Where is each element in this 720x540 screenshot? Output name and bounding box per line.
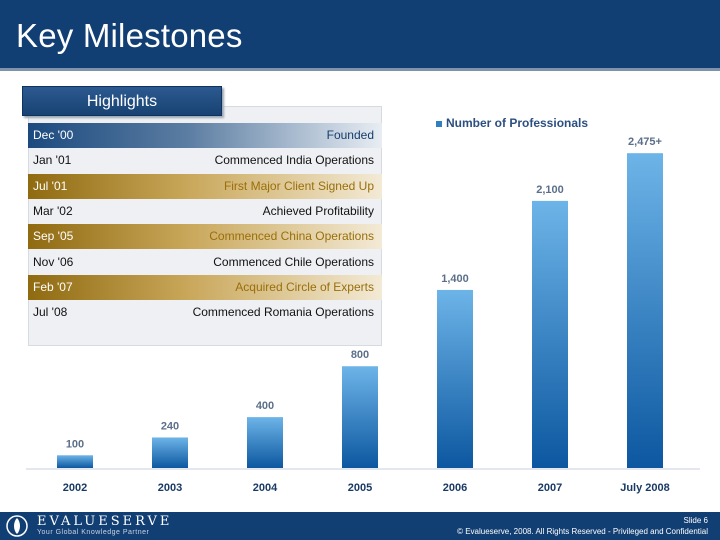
x-tick-label: 2006 bbox=[443, 482, 467, 494]
legend-swatch bbox=[436, 120, 442, 127]
milestone-date: Nov '06 bbox=[33, 254, 74, 269]
chart-legend: Number of Professionals bbox=[436, 116, 588, 130]
evalueserve-logo-icon bbox=[6, 515, 28, 537]
milestone-date: Jul '01 bbox=[33, 178, 68, 193]
data-label: 800 bbox=[351, 349, 369, 361]
milestone-event: Commenced Romania Operations bbox=[192, 305, 374, 320]
milestone-date: Mar '02 bbox=[33, 203, 73, 218]
milestone-row: Jul '01 First Major Client Signed Up bbox=[28, 173, 382, 199]
milestone-event: Commenced Chile Operations bbox=[213, 254, 374, 269]
data-label: 100 bbox=[66, 438, 84, 450]
data-label: 1,400 bbox=[441, 273, 469, 285]
copyright-notice: © Evalueserve, 2008. All Rights Reserved… bbox=[457, 527, 708, 536]
milestone-row: Nov '06 Commenced Chile Operations bbox=[28, 250, 382, 275]
bar bbox=[342, 366, 378, 468]
milestone-row: Jul '08 Commenced Romania Operations bbox=[28, 300, 382, 325]
x-tick-label: July 2008 bbox=[620, 482, 670, 494]
milestone-date: Dec '00 bbox=[33, 128, 74, 142]
highlights-header: Highlights bbox=[22, 86, 222, 116]
brand-tagline: Your Global Knowledge Partner bbox=[37, 529, 150, 536]
milestone-event: Founded bbox=[326, 128, 374, 142]
milestone-date: Jan '01 bbox=[33, 153, 72, 168]
bar bbox=[437, 289, 473, 468]
slide-number: Slide 6 bbox=[683, 516, 708, 525]
title-rule bbox=[0, 68, 720, 71]
milestone-row: Feb '07 Acquired Circle of Experts bbox=[28, 274, 382, 300]
milestone-row: Mar '02 Achieved Profitability bbox=[28, 199, 382, 224]
x-tick-label: 2007 bbox=[538, 482, 562, 494]
bar bbox=[247, 417, 283, 468]
data-label: 240 bbox=[161, 420, 179, 432]
data-label: 400 bbox=[256, 400, 274, 412]
title-bar: Key Milestones bbox=[0, 0, 720, 68]
x-tick-label: 2002 bbox=[63, 482, 87, 494]
milestone-date: Sep '05 bbox=[33, 229, 74, 244]
x-tick-label: 2004 bbox=[253, 482, 278, 494]
milestone-event: Commenced China Operations bbox=[209, 229, 374, 244]
milestone-row: Sep '05 Commenced China Operations bbox=[28, 224, 382, 250]
milestone-event: Commenced India Operations bbox=[214, 153, 374, 168]
milestone-date: Jul '08 bbox=[33, 305, 68, 320]
data-label: 2,100 bbox=[536, 184, 564, 196]
bar bbox=[57, 455, 93, 468]
milestone-event: First Major Client Signed Up bbox=[223, 178, 374, 193]
brand-name: EVALUESERVE bbox=[37, 514, 173, 529]
x-tick-label: 2005 bbox=[348, 482, 372, 494]
milestone-event: Acquired Circle of Experts bbox=[235, 279, 374, 294]
footer-bar bbox=[0, 512, 720, 540]
x-tick-label: 2003 bbox=[158, 482, 182, 494]
milestone-date: Feb '07 bbox=[33, 279, 73, 294]
milestone-row: Dec '00 Founded bbox=[28, 123, 382, 148]
milestone-event: Achieved Profitability bbox=[262, 203, 374, 218]
slide-title: Key Milestones bbox=[16, 17, 243, 54]
data-label: 2,475+ bbox=[628, 136, 662, 148]
bar bbox=[532, 200, 568, 468]
bar bbox=[152, 437, 188, 468]
legend-label: Number of Professionals bbox=[446, 116, 589, 130]
milestone-row: Jan '01 Commenced India Operations bbox=[28, 148, 382, 173]
bar bbox=[627, 153, 663, 468]
